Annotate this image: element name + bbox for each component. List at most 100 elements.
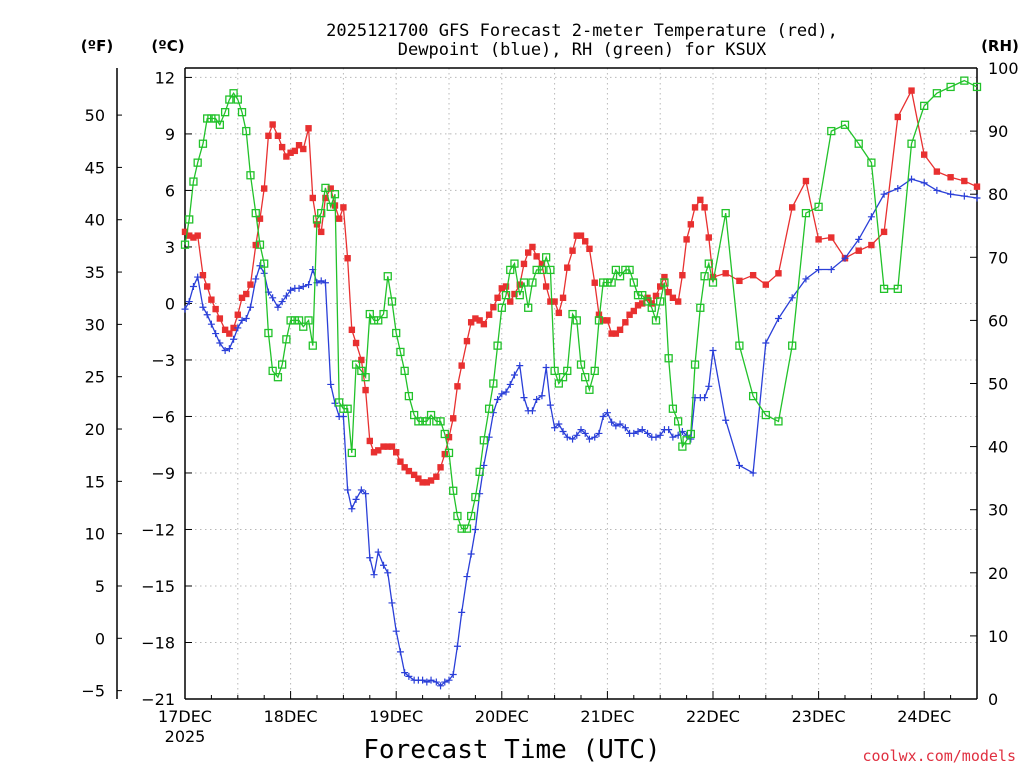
rh-point (550, 366, 559, 376)
rh-point (273, 373, 283, 382)
temperature-point (564, 264, 571, 271)
temperature-point (947, 174, 954, 181)
rh-point (651, 316, 661, 325)
dewpoint-point (216, 339, 224, 347)
dewpoint-point (520, 394, 528, 402)
temperature-point (419, 479, 426, 486)
rh-point (404, 391, 414, 401)
temperature-point (274, 132, 282, 140)
rh-point (290, 316, 299, 325)
dewpoint-point (542, 363, 550, 371)
dewpoint-point (396, 648, 404, 656)
rh-point (563, 366, 572, 376)
temperature-point (542, 283, 550, 290)
dewpoint-point (471, 525, 479, 533)
dewpoint-point (502, 388, 510, 396)
rh-point (264, 328, 273, 338)
temperature-point (630, 307, 637, 315)
temperature-point (559, 294, 567, 301)
fahrenheit-tick-label: 0 (95, 629, 105, 648)
rh-point (357, 366, 366, 376)
rh-point (854, 139, 863, 148)
rh-tick-label: 70 (988, 248, 1008, 267)
temperature-point (679, 271, 686, 279)
temperature-point (612, 330, 620, 337)
rh-point (308, 341, 317, 350)
rh-point (268, 366, 277, 376)
dewpoint-point (242, 315, 250, 323)
temperature-point (608, 330, 615, 337)
temperature-point (657, 283, 664, 290)
dewpoint-point (722, 416, 730, 424)
dewpoint-point (569, 435, 577, 443)
temperature-point (961, 177, 968, 185)
rh-point (633, 291, 643, 300)
dewpoint-point (344, 486, 352, 494)
dewpoint-point (278, 298, 286, 306)
rh-point (335, 398, 344, 407)
temperature-point (287, 149, 294, 156)
dewpoint-point (339, 412, 347, 420)
temperature-point (855, 247, 862, 254)
temperature-point (221, 326, 229, 334)
dewpoint-point (274, 303, 282, 311)
rh-point (426, 410, 436, 420)
celsius-tick-label: −6 (151, 407, 175, 426)
rh-point (493, 341, 502, 350)
fahrenheit-unit-label: (ºF) (81, 37, 113, 55)
temperature-point (533, 253, 540, 260)
temperature-point (880, 228, 888, 236)
dewpoint-point (348, 505, 356, 513)
rh-point (215, 120, 224, 129)
dewpoint-point (246, 303, 254, 311)
temperature-point (652, 292, 660, 300)
dewpoint-point (453, 642, 461, 650)
rh-point (576, 360, 586, 369)
celsius-tick-label: 12 (155, 68, 175, 87)
temperature-point (908, 87, 915, 94)
temperature-point (485, 311, 493, 318)
temperature-point (569, 247, 576, 254)
series-rh (180, 76, 982, 533)
temperature-point (384, 443, 391, 450)
temperature-point (247, 281, 254, 288)
temperature-point (305, 125, 312, 132)
dewpoint-point (327, 380, 335, 388)
rh-tick-label: 100 (988, 59, 1019, 78)
axes: 50454035302520151050−5129630−3−6−9−12−15… (81, 59, 1018, 746)
temperature-point (701, 204, 708, 211)
temperature-point (762, 281, 769, 288)
dewpoint-point (687, 435, 695, 443)
dewpoint-point (762, 339, 770, 347)
dewpoint-point (528, 407, 536, 415)
dewpoint-point (238, 316, 246, 324)
rh-point (189, 177, 198, 186)
rh-point (615, 272, 625, 281)
fahrenheit-tick-label: −5 (81, 682, 105, 701)
temperature-point (427, 477, 435, 484)
temperature-point (749, 271, 757, 279)
temperature-point (476, 317, 483, 324)
rh-point (558, 373, 568, 382)
temperature-point (736, 277, 743, 285)
dewpoint-point (749, 469, 757, 477)
dewpoint-point (599, 412, 607, 420)
celsius-tick-label: −18 (141, 633, 175, 652)
dewpoint-point (559, 428, 567, 436)
rh-point (519, 278, 529, 287)
rh-point (581, 373, 590, 382)
rh-point (690, 360, 700, 369)
rh-point (708, 278, 718, 287)
rh-point (440, 429, 449, 439)
dewpoint-point (401, 669, 409, 677)
temperature-point (375, 447, 382, 454)
temperature-point (691, 204, 699, 211)
dewpoint-point (252, 275, 260, 283)
rh-point (960, 76, 969, 85)
dewpoint-point (546, 401, 554, 409)
temperature-point (520, 260, 528, 268)
rh-point (326, 202, 335, 211)
temperature-point (669, 294, 677, 301)
temperature-point (261, 185, 268, 192)
